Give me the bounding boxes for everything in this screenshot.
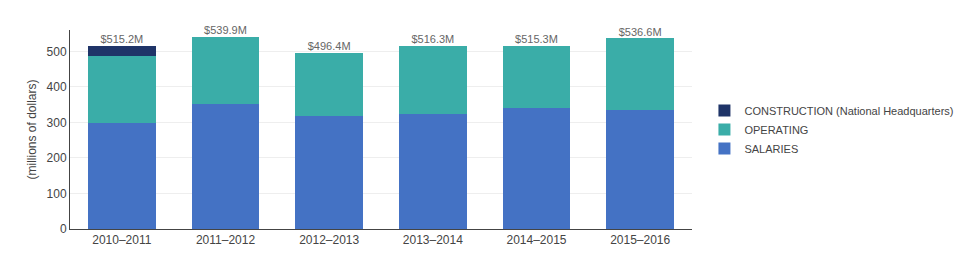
svg-text:$516.3M: $516.3M bbox=[411, 33, 454, 45]
svg-text:300: 300 bbox=[47, 116, 67, 130]
svg-text:$515.3M: $515.3M bbox=[515, 33, 558, 45]
svg-text:$539.9M: $539.9M bbox=[204, 24, 247, 36]
svg-text:$536.6M: $536.6M bbox=[619, 26, 662, 38]
svg-text:SALARIES: SALARIES bbox=[744, 143, 798, 155]
svg-text:2012–2013: 2012–2013 bbox=[299, 233, 359, 247]
svg-text:2014–2015: 2014–2015 bbox=[506, 233, 566, 247]
svg-text:$515.2M: $515.2M bbox=[100, 33, 143, 45]
svg-text:200: 200 bbox=[47, 151, 67, 165]
svg-text:100: 100 bbox=[47, 187, 67, 201]
svg-text:500: 500 bbox=[47, 45, 67, 59]
svg-text:OPERATING: OPERATING bbox=[744, 124, 808, 136]
svg-text:400: 400 bbox=[47, 80, 67, 94]
svg-text:$496.4M: $496.4M bbox=[308, 40, 351, 52]
svg-text:(millions of dollars): (millions of dollars) bbox=[25, 79, 39, 179]
svg-text:2013–2014: 2013–2014 bbox=[403, 233, 463, 247]
svg-text:0: 0 bbox=[60, 222, 67, 236]
svg-text:CONSTRUCTION (National Headqua: CONSTRUCTION (National Headquarters) bbox=[744, 105, 953, 117]
svg-text:2010–2011: 2010–2011 bbox=[92, 233, 152, 247]
svg-text:2011–2012: 2011–2012 bbox=[196, 233, 256, 247]
svg-text:2015–2016: 2015–2016 bbox=[610, 233, 670, 247]
